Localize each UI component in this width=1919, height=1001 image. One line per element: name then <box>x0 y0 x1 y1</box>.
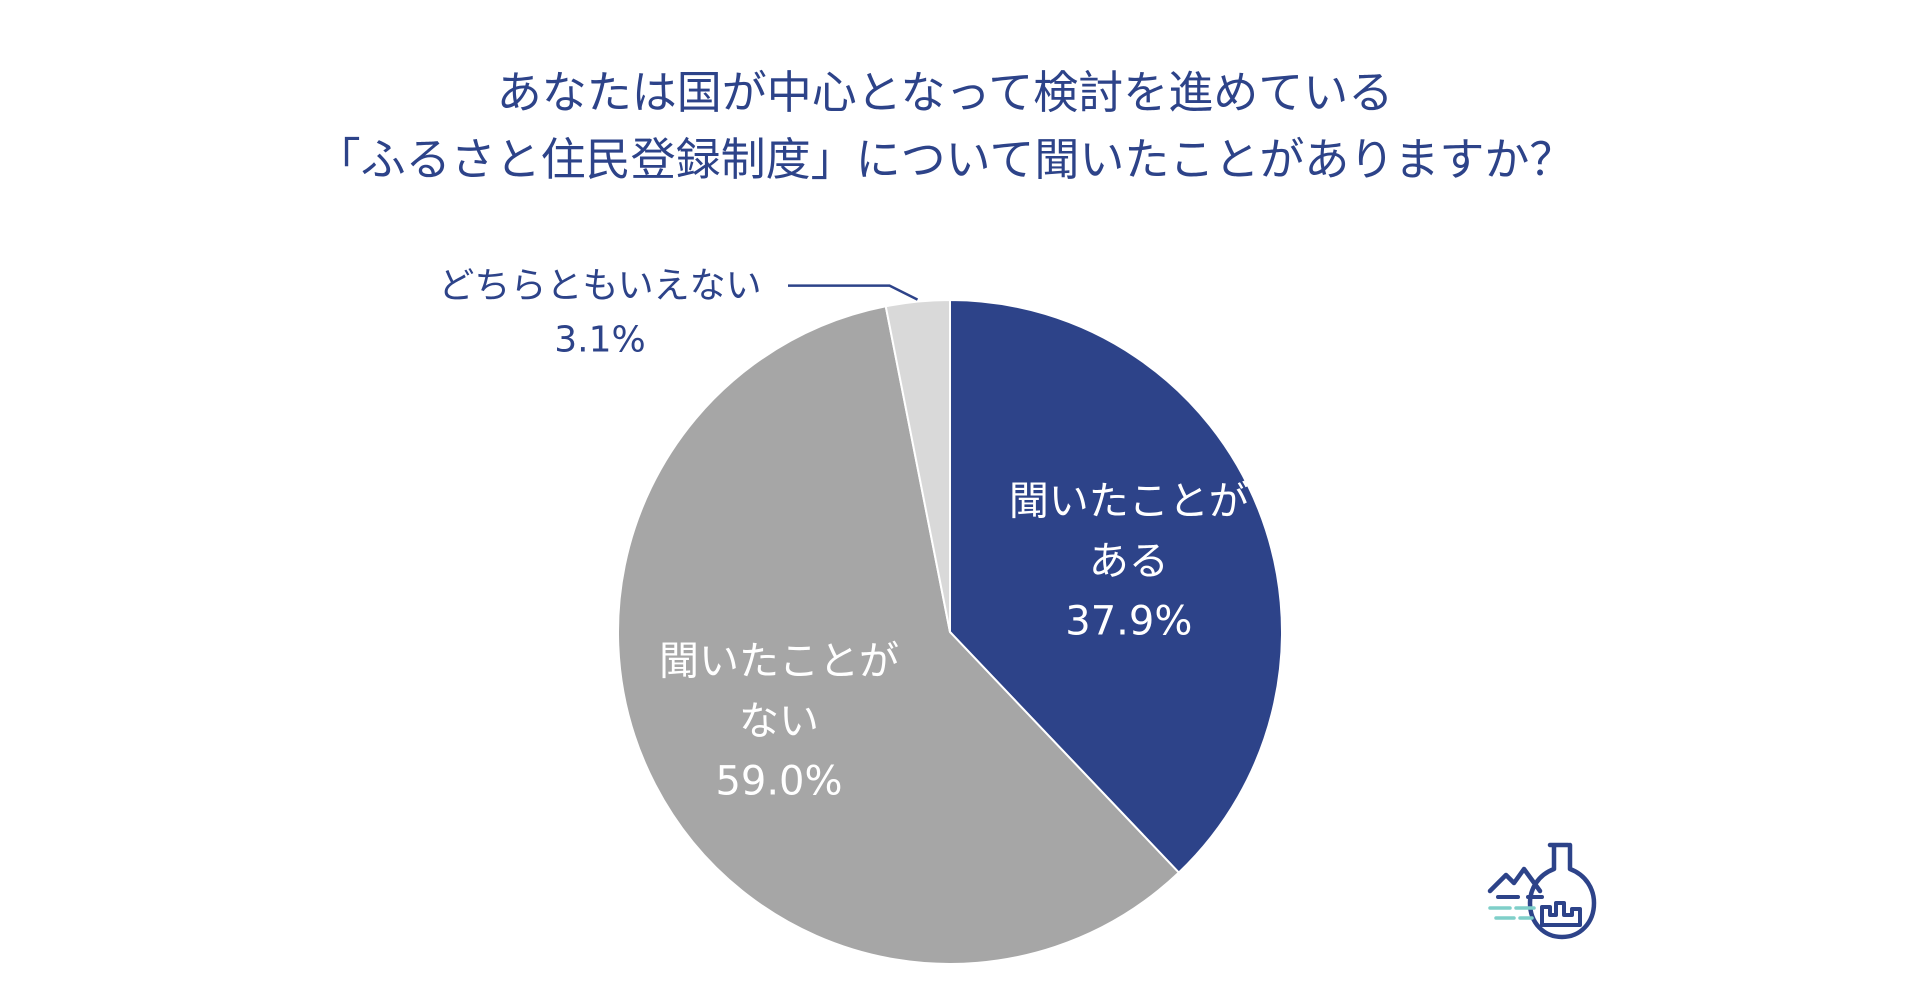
chart-title-line-1: あなたは国が中心となって検討を進めている <box>497 66 1393 119</box>
slice-label-0-line-0: 聞いたことが <box>1009 479 1249 525</box>
outside-label-2-line-0: どちらともいえない <box>438 266 761 307</box>
pie-slices <box>617 298 1284 965</box>
slice-label-0-line-1: ある <box>1089 539 1169 585</box>
slice-value-label-0: 37.9% <box>1065 599 1192 645</box>
slice-value-label-1: 59.0% <box>715 758 842 804</box>
chart-title-line-2: 「ふるさと住民登録制度」について聞いたことがありますか？ <box>316 133 1575 186</box>
flask-mountain-icon <box>1487 842 1597 940</box>
chart-title: あなたは国が中心となって検討を進めている 「ふるさと住民登録制度」について聞いた… <box>316 66 1575 186</box>
slice-label-1-line-0: 聞いたことが <box>659 638 899 684</box>
pie-slice-0 <box>949 298 1284 874</box>
outside-value-label-2: 3.1% <box>554 320 645 361</box>
pie-slice-1 <box>617 305 1181 965</box>
pie-slice-2 <box>884 298 951 633</box>
leader-line-2 <box>788 284 919 301</box>
slice-label-1-line-1: ない <box>739 698 819 744</box>
